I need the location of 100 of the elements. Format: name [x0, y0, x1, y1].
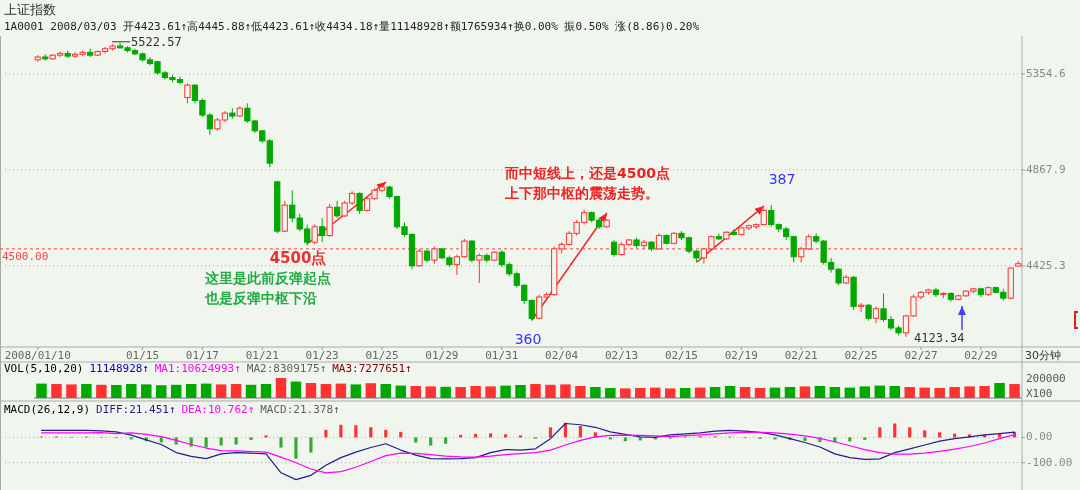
bar [848, 437, 852, 442]
bar [844, 387, 856, 398]
x-tick-label: 01/17 [185, 349, 219, 362]
bar [635, 388, 646, 398]
x-tick-label: 02/21 [784, 349, 818, 362]
x-tick-label: 01/21 [245, 349, 279, 362]
bar [126, 384, 137, 398]
bar [156, 385, 167, 398]
text: VOL(5,10,20) [4, 362, 84, 375]
candlestick [416, 248, 423, 268]
annotation: 这里是此前反弹起点 [204, 270, 331, 286]
annotation: 也是反弹中枢下沿 [204, 290, 317, 306]
bar [260, 384, 272, 398]
x-tick-label: 02/19 [724, 349, 758, 362]
bar [754, 388, 766, 398]
bar [964, 386, 975, 398]
y-tick-label: -100.00 [1026, 455, 1073, 469]
bar [724, 386, 736, 398]
bar [919, 387, 930, 398]
bar [739, 387, 751, 398]
bar [279, 437, 283, 448]
bar [275, 378, 287, 398]
bar [694, 387, 706, 398]
annotation: 上下那中枢的震荡走势。 [504, 184, 659, 201]
text: 11148928↑ [89, 362, 150, 375]
candlestick [184, 82, 191, 104]
bar [608, 437, 612, 440]
bar [444, 437, 448, 444]
bar [200, 383, 212, 398]
bar [489, 433, 493, 438]
bar [904, 387, 915, 398]
bar [934, 388, 945, 398]
annotation: 4500点 [269, 248, 327, 267]
bar [605, 388, 616, 398]
bar [335, 383, 347, 398]
bar [455, 387, 466, 398]
bar [938, 432, 942, 438]
bar [96, 384, 107, 398]
bar [994, 383, 1005, 398]
bar [814, 386, 826, 398]
y-tick-label: 4425.3 [1026, 258, 1066, 272]
bar [500, 385, 511, 398]
bar [803, 437, 807, 441]
bar [219, 437, 223, 446]
bar [979, 386, 990, 398]
x-tick-label: 02/29 [964, 349, 998, 362]
ref-line-label: 4500.00 [2, 249, 49, 263]
x-tick-label: 01/31 [485, 349, 519, 362]
text: 30分钟 [1025, 349, 1061, 362]
bar [578, 426, 582, 438]
annotation: DEA:10.762↑ [181, 403, 255, 416]
x-tick-label: 02/04 [545, 349, 579, 362]
bar [1009, 384, 1020, 398]
bar [129, 437, 133, 440]
bar [369, 427, 373, 438]
text: MA2:8309175↑ [246, 362, 327, 375]
bar [170, 384, 182, 398]
bar [863, 437, 867, 440]
annotation: DIFF:21.451↑ [96, 403, 176, 416]
x-tick-label: 01/25 [365, 349, 399, 362]
bar [470, 386, 481, 398]
annotation: 387 [768, 171, 796, 187]
y-tick-label: 5354.6 [1026, 66, 1066, 80]
bar [410, 386, 421, 398]
bar [141, 384, 152, 398]
bar [545, 384, 556, 398]
bar [365, 383, 377, 398]
x-tick-label: 01/23 [305, 349, 339, 362]
bar [36, 383, 47, 398]
candlestick [640, 239, 648, 250]
bar [560, 384, 571, 398]
bar [773, 437, 777, 440]
candlestick [87, 48, 94, 58]
x-tick-label: 02/25 [844, 349, 878, 362]
bar [874, 385, 886, 398]
bar [264, 435, 268, 438]
bar [859, 386, 871, 398]
text: MA3:7277651↑ [332, 362, 412, 375]
bar [320, 384, 332, 398]
chart-subtitle: 1A0001 2008/03/03 开4423.61↑高4445.88↑低4423.61↑收4434.18↑量11148928↑额1765934↑换0.00% 振0.50% 涨(8.86)0.20% [4, 20, 700, 33]
bar [679, 388, 691, 398]
bar [878, 427, 882, 438]
bar [111, 385, 122, 398]
bar [249, 437, 253, 440]
bar [769, 387, 781, 398]
bar [530, 384, 541, 398]
bar [829, 387, 841, 398]
candlestick [356, 191, 363, 215]
bar [380, 384, 392, 398]
line-series [40, 431, 1016, 474]
bar [245, 384, 257, 398]
bar [350, 384, 362, 398]
bar [709, 387, 721, 398]
bar [305, 383, 317, 398]
annotation: 5522.57 [131, 34, 182, 49]
annotation: 360 [514, 331, 542, 347]
annotation: MACD(26,12,9) [4, 403, 91, 416]
bar [908, 427, 912, 438]
text: MA1:10624993↑ [154, 362, 241, 375]
y-tick-label: 0.00 [1026, 430, 1053, 444]
